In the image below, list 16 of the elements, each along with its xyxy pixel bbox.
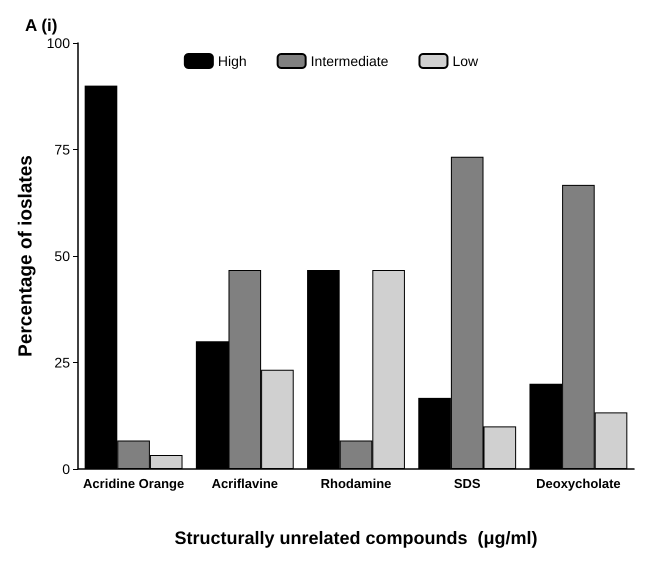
legend-label: Intermediate [310,53,389,69]
y-tick-label: 0 [62,461,70,477]
chart-title: A (i) [25,16,58,35]
x-tick-label: Rhodamine [320,476,392,491]
legend-label: High [218,53,247,69]
y-axis-title: Percentage of ioslates [16,155,37,357]
y-tick-label: 25 [54,354,70,370]
legend-label: Low [452,53,480,69]
x-tick-label: Acriflavine [212,476,278,491]
x-axis-title: Structurally unrelated compounds (μg/ml) [174,528,538,548]
x-tick-label: Deoxycholate [536,476,621,491]
x-tick-label: Acridine Orange [83,476,184,491]
x-tick-label: SDS [454,476,481,491]
y-tick-label: 100 [46,35,70,51]
y-tick-label: 50 [54,248,70,264]
y-tick-label: 75 [54,142,70,158]
